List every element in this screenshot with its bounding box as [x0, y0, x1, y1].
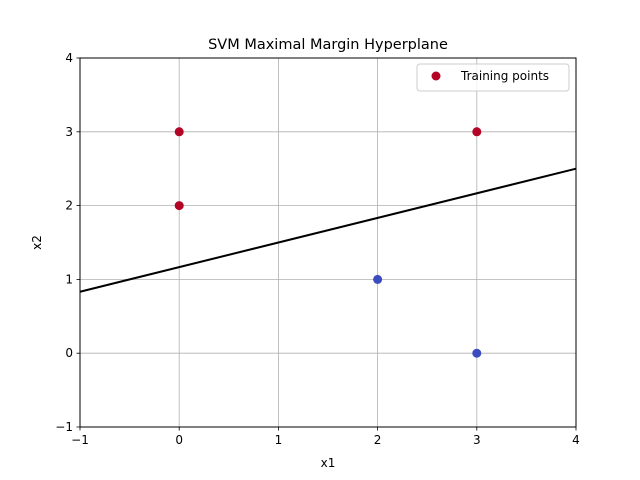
hyperplane-layer: [79, 167, 577, 293]
training-point-red: [174, 201, 184, 211]
training-point-red: [174, 127, 184, 137]
y-tick-label: 1: [65, 272, 73, 286]
training-point-blue: [472, 348, 482, 358]
legend-box: [416, 63, 570, 92]
legend: Training points: [416, 63, 570, 92]
x-tick-label: 4: [572, 433, 580, 447]
y-tick-label: 3: [65, 125, 73, 139]
chart-title: SVM Maximal Margin Hyperplane: [208, 37, 448, 53]
training-point-blue: [373, 274, 383, 284]
training-point-red: [472, 127, 482, 137]
ticks: −1 0 1 2 3 4 −1 0 1 2 3 4: [55, 51, 580, 447]
x-tick-label: 1: [275, 433, 283, 447]
x-axis-label: x1: [321, 456, 336, 470]
y-tick-label: 4: [65, 51, 73, 65]
points-layer: [174, 127, 482, 358]
legend-marker: [431, 71, 441, 81]
plot-frame: [79, 57, 577, 428]
y-tick-label: 0: [65, 346, 73, 360]
x-tick-label: 3: [473, 433, 481, 447]
y-axis-label: x2: [30, 235, 44, 250]
x-tick-label: 2: [374, 433, 382, 447]
legend-label: Training points: [460, 69, 549, 83]
y-tick-label: −1: [55, 420, 73, 434]
y-tick-label: 2: [65, 199, 73, 213]
x-tick-label: −1: [71, 433, 89, 447]
hyperplane-line: [79, 167, 577, 293]
x-tick-label: 0: [175, 433, 183, 447]
